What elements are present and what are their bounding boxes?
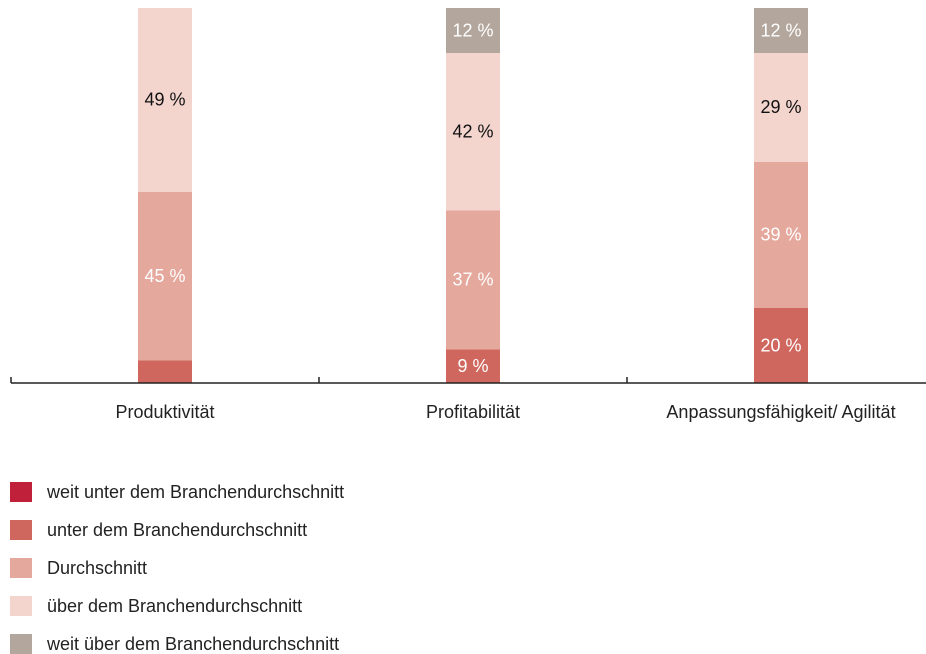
legend-label: weit über dem Branchendurchschnitt [46, 634, 339, 654]
bar-segment [754, 8, 808, 53]
value-label: 37 % [452, 270, 493, 290]
bar-segment [446, 53, 500, 211]
legend-label: unter dem Branchendurchschnitt [47, 520, 307, 540]
bar-segment [446, 8, 500, 53]
value-label: 42 % [452, 122, 493, 142]
bar-segment [138, 8, 192, 192]
bar-segment [754, 308, 808, 383]
legend-swatch [10, 482, 32, 502]
bar-segment [446, 349, 500, 383]
value-label: 9 % [457, 356, 488, 376]
bar-segment [754, 53, 808, 162]
legend-label: weit unter dem Branchendurchschnitt [46, 482, 344, 502]
value-label: 29 % [760, 97, 801, 117]
bar-segment [754, 161, 808, 308]
legend-swatch [10, 558, 32, 578]
legend-label: über dem Branchendurchschnitt [47, 596, 302, 616]
x-tick-label: Produktivität [115, 402, 215, 422]
legend-swatch [10, 596, 32, 616]
bar-segment [446, 210, 500, 350]
legend-swatch [10, 520, 32, 540]
x-tick-label: Profitabilität [425, 402, 521, 422]
legend-swatch [10, 634, 32, 654]
value-label: 12 % [760, 20, 801, 40]
value-label: 20 % [760, 335, 801, 355]
x-tick-label: Anpassungsfähigkeit/ Agilität [666, 402, 896, 422]
legend-label: Durchschnitt [47, 558, 147, 578]
value-label: 49 % [144, 90, 185, 110]
bar-segment [138, 360, 192, 383]
value-label: 12 % [452, 20, 493, 40]
bar-segment [138, 191, 192, 361]
value-label: 39 % [760, 225, 801, 245]
value-label: 45 % [144, 266, 185, 286]
